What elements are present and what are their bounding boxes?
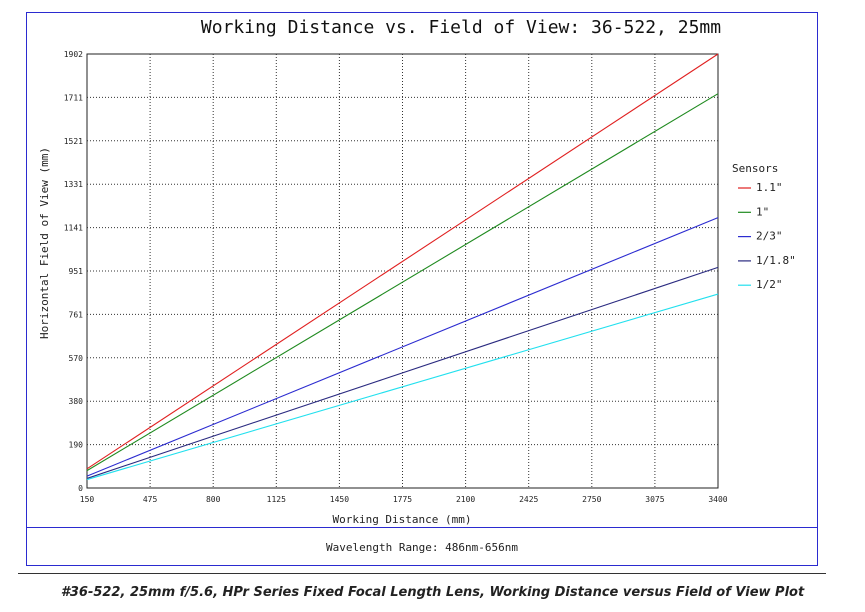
- wavelength-range: Wavelength Range: 486nm-656nm: [326, 541, 518, 554]
- legend: Sensors 1.1" 1" 2/3" 1/1.8" 1/2": [732, 162, 796, 291]
- x-tick-label: 2750: [582, 495, 601, 504]
- x-tick-label: 1775: [393, 495, 412, 504]
- x-tick-label: 800: [206, 495, 221, 504]
- caption-divider: [18, 573, 826, 574]
- x-tick-label: 1125: [267, 495, 286, 504]
- x-tick-label: 2425: [519, 495, 538, 504]
- legend-entry: 1": [756, 205, 769, 218]
- y-tick-label: 761: [69, 310, 84, 319]
- y-tick-label: 1521: [64, 137, 83, 146]
- x-tick-label: 3400: [708, 495, 727, 504]
- x-tick-label: 2100: [456, 495, 475, 504]
- y-tick-label: 1141: [64, 224, 83, 233]
- x-tick-labels: 150 475 800 1125 1450 1775 2100 2425 2750 3075 340…: [80, 495, 728, 504]
- legend-entry: 1/1.8": [756, 254, 796, 267]
- legend-entry: 1.1": [756, 181, 783, 194]
- series-line: [86, 266, 719, 479]
- series-line: [86, 217, 719, 477]
- x-axis-label: Working Distance (mm): [332, 513, 471, 526]
- footer-box: [26, 527, 818, 566]
- chart-title: Working Distance vs. Field of View: 36-5…: [201, 17, 721, 38]
- legend-entry: 1/2": [756, 278, 783, 291]
- figure-caption: #36-522, 25mm f/5.6, HPr Series Fixed Fo…: [60, 585, 805, 600]
- y-tick-label: 380: [69, 397, 84, 406]
- series-line: [86, 93, 719, 472]
- y-tick-label: 1902: [64, 50, 83, 59]
- series-line: [86, 293, 719, 481]
- y-tick-label: 570: [69, 354, 84, 363]
- legend-title: Sensors: [732, 162, 778, 175]
- y-tick-labels: 0 190 380 570 761 951 1141 1331 1521 1711 1902: [64, 50, 83, 493]
- y-tick-label: 1331: [64, 180, 83, 189]
- x-tick-label: 3075: [645, 495, 664, 504]
- x-tick-label: 1450: [330, 495, 349, 504]
- x-tick-label: 150: [80, 495, 95, 504]
- series-lines: [86, 53, 719, 481]
- y-tick-label: 951: [69, 267, 84, 276]
- series-line: [86, 53, 719, 470]
- y-tick-label: 0: [78, 484, 83, 493]
- x-tick-label: 475: [143, 495, 158, 504]
- y-tick-label: 190: [69, 441, 84, 450]
- legend-entry: 2/3": [756, 230, 783, 243]
- y-tick-label: 1711: [64, 93, 83, 102]
- y-axis-label: Horizontal Field of View (mm): [38, 147, 51, 339]
- plot-area: [86, 53, 719, 489]
